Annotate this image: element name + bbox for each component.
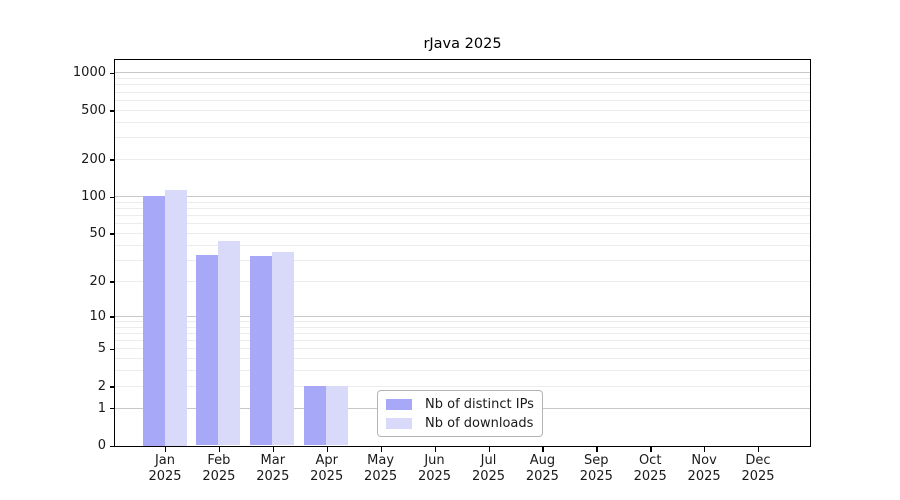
chart-title: rJava 2025 — [423, 36, 502, 52]
legend-entry-downloads: Nb of downloads — [378, 414, 542, 433]
legend-swatch-distinct-ips — [386, 399, 412, 410]
gridline-80 — [114, 208, 810, 209]
x-tick-mark-jan — [165, 446, 167, 452]
x-tick-label-jul: Jul 2025 — [471, 453, 506, 484]
x-tick-mark-jul — [488, 446, 490, 452]
x-tick-mark-feb — [218, 446, 221, 452]
legend-entry-distinct-ips: Nb of distinct IPs — [378, 395, 542, 414]
y-tick-mark-5 — [110, 348, 115, 351]
gridline-400 — [114, 121, 810, 123]
x-tick-mark-nov — [704, 446, 706, 452]
gridline-100 — [114, 196, 810, 198]
x-tick-label-jun: Jun 2025 — [417, 453, 452, 484]
x-tick-mark-sep — [596, 446, 598, 452]
y-tick-mark-2 — [110, 386, 115, 388]
x-tick-mark-may — [380, 446, 382, 452]
gridline-7 — [114, 332, 810, 334]
y-tick-label-500: 500 — [81, 102, 106, 118]
gridline-6 — [114, 340, 810, 341]
y-tick-mark-10 — [110, 316, 115, 318]
legend-label-downloads: Nb of downloads — [425, 416, 534, 431]
y-tick-mark-200 — [110, 159, 115, 161]
gridline-200 — [114, 158, 810, 160]
x-tick-mark-dec — [758, 446, 760, 452]
y-tick-mark-500 — [110, 110, 115, 112]
x-tick-label-dec: Dec 2025 — [741, 453, 775, 484]
bar-apr-downloads — [326, 385, 349, 446]
bar-jan-downloads — [164, 190, 187, 446]
gridline-8 — [114, 326, 810, 328]
y-tick-label-1000: 1000 — [72, 65, 106, 81]
gridline-4 — [114, 358, 810, 360]
bar-feb-distinct-ips — [196, 254, 219, 446]
legend-swatch-downloads — [386, 418, 412, 429]
x-tick-label-oct: Oct 2025 — [633, 453, 667, 484]
bar-mar-distinct-ips — [250, 256, 273, 446]
gridline-1000 — [114, 72, 810, 74]
x-tick-label-jan: Jan 2025 — [148, 453, 182, 484]
y-tick-mark-20 — [110, 281, 115, 283]
x-tick-label-nov: Nov 2025 — [687, 453, 721, 484]
x-tick-mark-apr — [326, 446, 329, 452]
bar-apr-distinct-ips — [304, 385, 327, 446]
gridline-700 — [114, 91, 810, 93]
gridline-40 — [114, 244, 810, 246]
y-tick-mark-1000 — [110, 72, 115, 75]
gridline-20 — [114, 280, 810, 282]
y-tick-mark-0 — [110, 445, 115, 447]
gridline-5 — [114, 348, 810, 350]
y-tick-label-20: 20 — [89, 273, 106, 289]
y-tick-label-1: 1 — [97, 400, 106, 416]
x-tick-mark-mar — [272, 446, 275, 452]
gridline-10 — [114, 315, 810, 317]
x-tick-mark-oct — [650, 446, 652, 452]
y-tick-label-0: 0 — [97, 438, 106, 453]
y-tick-label-5: 5 — [97, 341, 106, 357]
bar-jan-distinct-ips — [142, 195, 165, 446]
x-tick-label-mar: Mar 2025 — [256, 453, 290, 484]
gridline-2 — [114, 385, 810, 387]
gridline-300 — [114, 137, 810, 139]
gridline-30 — [114, 259, 810, 261]
gridline-90 — [114, 201, 810, 203]
y-tick-label-100: 100 — [81, 189, 106, 205]
y-tick-mark-50 — [110, 233, 115, 235]
gridline-3 — [114, 370, 810, 372]
y-tick-label-50: 50 — [89, 225, 106, 241]
gridline-60 — [114, 223, 810, 225]
gridline-50 — [114, 232, 810, 234]
legend: Nb of distinct IPs Nb of downloads — [377, 390, 543, 437]
x-tick-label-sep: Sep 2025 — [579, 453, 613, 484]
gridline-500 — [114, 109, 810, 111]
bar-mar-downloads — [272, 251, 295, 446]
y-tick-label-10: 10 — [89, 308, 106, 324]
y-tick-label-200: 200 — [81, 151, 106, 167]
plot-area — [113, 58, 811, 447]
x-tick-label-apr: Apr 2025 — [310, 453, 344, 484]
gridline-600 — [114, 99, 810, 101]
x-tick-label-aug: Aug 2025 — [525, 453, 559, 484]
x-tick-label-feb: Feb 2025 — [202, 453, 236, 484]
gridline-70 — [114, 215, 810, 217]
x-tick-mark-jun — [434, 446, 436, 452]
gridline-9 — [114, 320, 810, 322]
bar-feb-downloads — [218, 240, 241, 446]
y-tick-mark-1 — [110, 408, 115, 410]
legend-label-distinct-ips: Nb of distinct IPs — [425, 397, 534, 412]
x-tick-label-may: May 2025 — [364, 453, 398, 484]
x-tick-mark-aug — [542, 446, 544, 452]
y-tick-label-2: 2 — [97, 378, 106, 394]
y-tick-mark-100 — [110, 196, 115, 198]
gridline-800 — [114, 84, 810, 86]
gridline-900 — [114, 78, 810, 79]
